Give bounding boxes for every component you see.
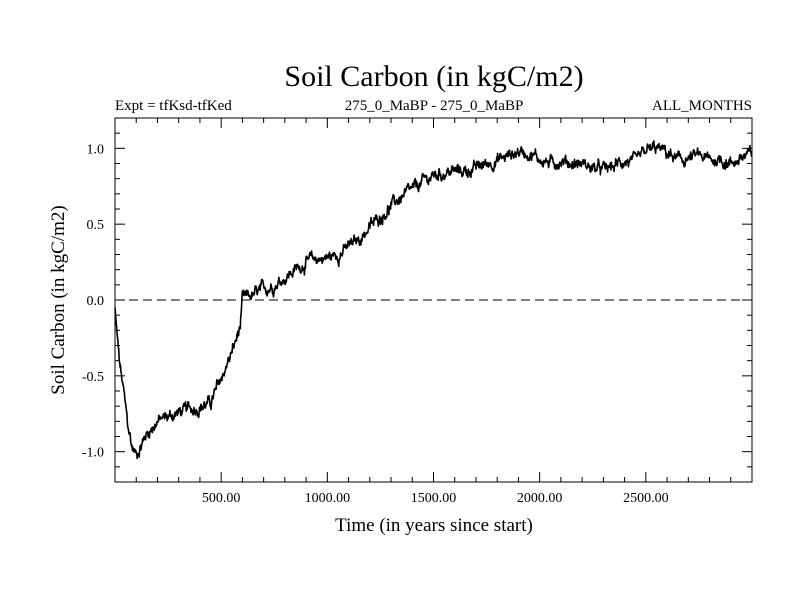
x-axis-label: Time (in years since start): [335, 515, 533, 536]
x-tick-label: 1000.00: [305, 491, 351, 506]
period-label: 275_0_MaBP - 275_0_MaBP: [345, 98, 524, 114]
x-tick-label: 2500.00: [623, 491, 669, 506]
x-tick-label: 500.00: [202, 491, 241, 506]
y-tick-label: 1.0: [87, 142, 105, 157]
y-tick-label: -0.5: [82, 370, 104, 385]
soil-carbon-series-line: [114, 140, 753, 460]
y-tick-label: 0.5: [87, 218, 105, 233]
chart-title: Soil Carbon (in kgC/m2): [284, 60, 583, 93]
y-tick-label: -1.0: [82, 446, 104, 461]
months-label: ALL_MONTHS: [652, 98, 752, 114]
experiment-label: Expt = tfKsd-tfKed: [115, 98, 232, 114]
x-tick-label: 1500.00: [411, 491, 457, 506]
plot-area: -1.0 -0.5 0.0 0.5 1.0 500.00 1000.00 1500.00 200…: [82, 117, 753, 506]
y-tick-label: 0.0: [87, 294, 105, 309]
y-axis-label: Soil Carbon (in kgC/m2): [48, 205, 69, 394]
x-tick-label: 2000.00: [517, 491, 563, 506]
